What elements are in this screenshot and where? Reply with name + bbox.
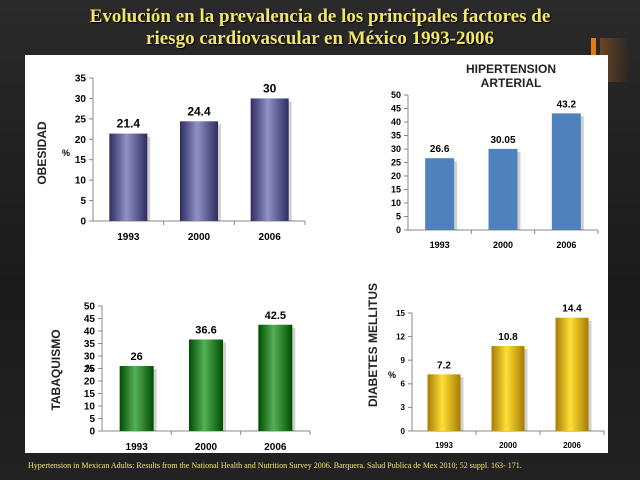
y-tick-label: 10 (75, 176, 87, 187)
x-tick-label: 2006 (264, 442, 287, 450)
y-tick-label: 30 (84, 352, 96, 363)
y-tick-label: 15 (75, 155, 87, 166)
bar-value-label: 43.2 (557, 99, 577, 110)
source-footnote: Hypertension in Mexican Adults: Results … (28, 461, 522, 470)
bar-2006 (258, 324, 293, 431)
y-tick-label: 20 (391, 171, 401, 181)
y-tick-label: 35 (391, 131, 401, 141)
y-tick-label: 5 (80, 196, 86, 207)
bar-value-label: 36.6 (195, 325, 216, 337)
bar-2006 (250, 98, 289, 221)
y-tick-label: 10 (391, 198, 401, 208)
x-tick-label: 1993 (430, 240, 450, 250)
bar-2006 (555, 317, 589, 431)
bar-value-label: 7.2 (437, 360, 451, 371)
y-tick-label: 50 (84, 302, 96, 313)
y-tick-label: 35 (84, 339, 96, 350)
chart-obesidad: 0 5 10 15 20 25 30 35 21.4 1993 24.4 2000 30 2006 OBES… (35, 74, 306, 243)
y-tick-label: 40 (391, 117, 401, 127)
chart-ylabel: OBESIDAD (35, 121, 49, 185)
y-tick-label: 5 (89, 414, 95, 425)
bar-2000 (180, 121, 218, 221)
y-tick-label: 25 (84, 364, 96, 375)
bar-value-label: 24.4 (187, 104, 211, 118)
bar-value-label: 14.4 (562, 304, 582, 315)
x-tick-label: 2006 (259, 232, 282, 243)
y-tick-label: 15 (396, 309, 405, 318)
bar-1993 (427, 374, 461, 431)
bar-2006 (551, 113, 581, 230)
slide-title: Evolución en la prevalencia de los princ… (0, 6, 640, 50)
x-tick-label: 1993 (435, 441, 453, 450)
bar-value-label: 21.4 (117, 117, 141, 131)
y-tick-label: 12 (396, 332, 405, 341)
y-tick-label: 9 (401, 356, 406, 365)
chart-ylabel: TABAQUISMO (49, 329, 63, 410)
chart-title-line-1: HIPERTENSION (466, 62, 556, 76)
bar-1993 (119, 366, 154, 431)
bar-2000 (189, 339, 223, 431)
bar-1993 (109, 133, 148, 221)
bar-2000 (488, 148, 518, 230)
y-tick-label: 20 (84, 377, 96, 388)
y-tick-label: 0 (80, 217, 86, 228)
y-tick-label: 20 (75, 135, 87, 146)
y-tick-label: 25 (75, 114, 87, 125)
y-tick-label: 50 (391, 90, 401, 100)
y-tick-label: 3 (401, 403, 406, 412)
bar-value-label: 42.5 (265, 310, 286, 322)
bar-1993 (425, 158, 455, 230)
y-tick-label: 30 (391, 144, 401, 154)
x-tick-label: 2000 (499, 441, 517, 450)
x-tick-label: 2006 (563, 441, 581, 450)
y-tick-label: 15 (84, 389, 96, 400)
chart-unit-label: % (388, 370, 396, 380)
x-tick-label: 1993 (126, 442, 149, 450)
y-tick-label: 40 (84, 327, 96, 338)
y-tick-label: 15 (391, 185, 401, 195)
bar-value-label: 26.6 (430, 144, 450, 155)
x-tick-label: 2000 (188, 232, 211, 243)
y-tick-label: 30 (75, 94, 87, 105)
y-tick-label: 25 (391, 158, 401, 168)
bar-value-label: 26 (131, 351, 143, 363)
y-tick-label: 45 (84, 314, 96, 325)
x-tick-label: 2000 (493, 240, 513, 250)
bar-value-label: 10.8 (498, 332, 518, 343)
y-tick-label: 45 (391, 104, 401, 114)
x-tick-label: 1993 (117, 232, 140, 243)
y-tick-label: 5 (396, 212, 401, 222)
slide-title-line-1: Evolución en la prevalencia de los princ… (89, 6, 551, 27)
x-tick-label: 2006 (556, 240, 576, 250)
y-tick-label: 0 (396, 225, 401, 235)
chart-ylabel: DIABETES MELLITUS (366, 283, 380, 407)
y-tick-label: 6 (401, 380, 406, 389)
x-tick-label: 2000 (195, 442, 218, 450)
chart-diabetes: 0 3 6 9 12 15 7.2 1993 10.8 2000 14.4 2006 DIABETES … (366, 283, 605, 450)
y-tick-label: 10 (84, 402, 96, 413)
bar-2000 (491, 346, 525, 431)
chart-unit-label: % (62, 148, 70, 158)
slide-title-line-2: riesgo cardiovascular en México 1993-200… (146, 28, 494, 49)
chart-unit-label: % (86, 363, 94, 373)
bar-value-label: 30.05 (490, 135, 515, 146)
y-tick-label: 0 (401, 427, 406, 436)
chart-title-line-2: ARTERIAL (481, 76, 542, 90)
y-tick-label: 35 (75, 74, 87, 85)
bar-value-label: 30 (263, 81, 277, 95)
y-tick-label: 0 (89, 427, 95, 438)
